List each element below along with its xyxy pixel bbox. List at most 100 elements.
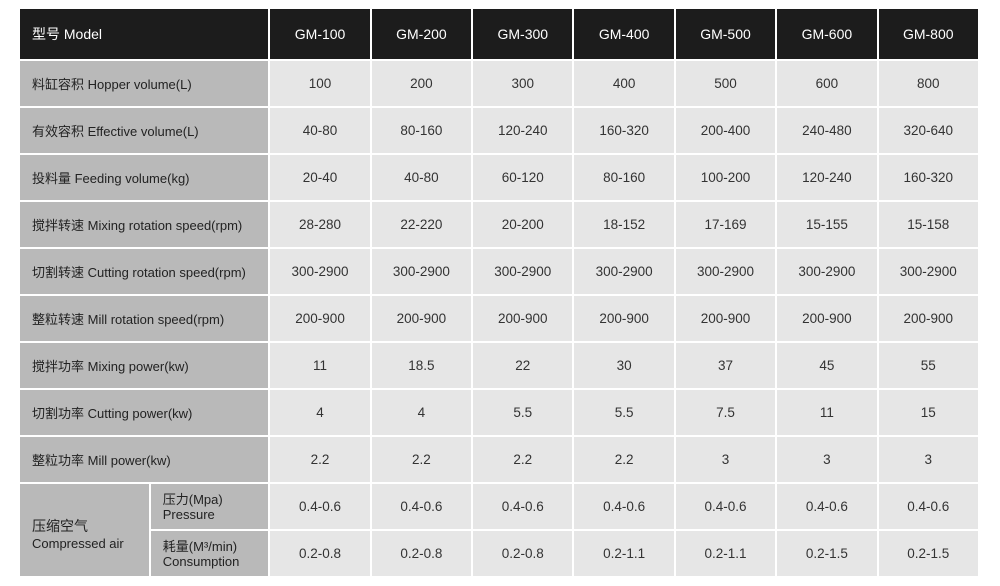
model-header: GM-500: [675, 9, 776, 59]
table-cell: 120-240: [473, 108, 573, 153]
table-cell: 18.5: [371, 343, 472, 388]
table-cell: 37: [675, 343, 776, 388]
table-cell: 300-2900: [777, 249, 877, 294]
table-cell: 0.2-0.8: [371, 531, 472, 576]
table-cell: 7.5: [675, 390, 776, 435]
table-row: 有效容积 Effective volume(L) 40-80 80-160 120-2…: [20, 108, 978, 153]
table-cell: 22-220: [371, 202, 472, 247]
model-header: GM-600: [777, 9, 877, 59]
table-cell: 15: [878, 390, 978, 435]
table-cell: 5.5: [473, 390, 573, 435]
table-cell: 15-155: [777, 202, 877, 247]
table-cell: 0.4-0.6: [777, 484, 877, 529]
table-cell: 200-900: [574, 296, 674, 341]
table-row: 投料量 Feeding volume(kg) 20-40 40-80 60-120 80…: [20, 155, 978, 200]
table-cell: 100-200: [675, 155, 776, 200]
table-cell: 120-240: [777, 155, 877, 200]
table-cell: 11: [777, 390, 877, 435]
table-cell: 0.4-0.6: [371, 484, 472, 529]
pressure-label-en: Pressure: [162, 506, 215, 522]
table-cell: 0.2-0.8: [473, 531, 573, 576]
compressed-air-label-zh: 压缩空气: [32, 517, 88, 534]
table-cell: 55: [878, 343, 978, 388]
consumption-label-zh: 耗量(M³/min): [162, 538, 238, 554]
table-cell: 300-2900: [270, 249, 370, 294]
model-header: GM-400: [574, 9, 674, 59]
table-cell: 200-900: [878, 296, 978, 341]
pressure-label-zh: 压力(Mpa): [162, 491, 223, 507]
table-row: 搅拌转速 Mixing rotation speed(rpm) 28-280 22-…: [20, 202, 978, 247]
table-cell: 3: [777, 437, 877, 482]
table-row-pressure: 压缩空气 Compressed air 压力(Mpa) Pressure 0.4…: [20, 484, 978, 576]
table-cell: 18-152: [574, 202, 674, 247]
table-cell: 22: [473, 343, 573, 388]
table-cell: 200-900: [371, 296, 472, 341]
row-label: 整粒转速 Mill rotation speed(rpm): [20, 296, 269, 341]
row-label: 切割转速 Cutting rotation speed(rpm): [20, 249, 269, 294]
table-row: 整粒功率 Mill power(kw) 2.2 2.2 2.2 2.2 3 3 3: [20, 437, 978, 482]
table-cell: 45: [777, 343, 877, 388]
table-cell: 200-400: [675, 108, 776, 153]
table-cell: 80-160: [371, 108, 472, 153]
table-cell: 0.2-0.8: [270, 531, 370, 576]
table-cell: 160-320: [878, 155, 978, 200]
table-cell: 200: [371, 61, 472, 106]
table-cell: 40-80: [371, 155, 472, 200]
table-cell: 0.4-0.6: [473, 484, 573, 529]
table-cell: 600: [777, 61, 877, 106]
table-row: 搅拌功率 Mixing power(kw) 11 18.5 22 30 37 45 55: [20, 343, 978, 388]
spec-table: 型号 Model GM-100 GM-200 GM-300 GM-400 GM-…: [18, 7, 980, 578]
table-cell: 0.4-0.6: [270, 484, 370, 529]
row-label: 切割功率 Cutting power(kw): [20, 390, 269, 435]
table-cell: 4: [371, 390, 472, 435]
table-cell: 300-2900: [574, 249, 674, 294]
compressed-air-label-en: Compressed air: [32, 535, 124, 551]
table-cell: 3: [878, 437, 978, 482]
table-cell: 200-900: [270, 296, 370, 341]
table-cell: 0.2-1.5: [777, 531, 877, 576]
table-row: 整粒转速 Mill rotation speed(rpm) 200-900 200-…: [20, 296, 978, 341]
header-row: 型号 Model GM-100 GM-200 GM-300 GM-400 GM-…: [20, 9, 978, 59]
table-cell: 300-2900: [371, 249, 472, 294]
row-label: 投料量 Feeding volume(kg): [20, 155, 269, 200]
row-label: 整粒功率 Mill power(kw): [20, 437, 269, 482]
pressure-label: 压力(Mpa) Pressure: [150, 484, 269, 529]
model-header: GM-100: [270, 9, 370, 59]
table-row-consumption: 耗量(M³/min) Consumption 0.2-0.8 0.2-0.8 0…: [20, 531, 978, 576]
table-cell: 800: [878, 61, 978, 106]
table-cell: 0.2-1.1: [574, 531, 674, 576]
table-cell: 0.2-1.1: [675, 531, 776, 576]
table-row: 切割转速 Cutting rotation speed(rpm) 300-2900…: [20, 249, 978, 294]
table-cell: 0.4-0.6: [574, 484, 674, 529]
table-cell: 2.2: [574, 437, 674, 482]
table-cell: 320-640: [878, 108, 978, 153]
table-cell: 300-2900: [473, 249, 573, 294]
table-cell: 15-158: [878, 202, 978, 247]
table-cell: 5.5: [574, 390, 674, 435]
table-cell: 40-80: [270, 108, 370, 153]
table-cell: 20-200: [473, 202, 573, 247]
table-cell: 0.2-1.5: [878, 531, 978, 576]
table-cell: 80-160: [574, 155, 674, 200]
model-header: GM-200: [371, 9, 472, 59]
table-cell: 3: [675, 437, 776, 482]
row-label: 搅拌功率 Mixing power(kw): [20, 343, 269, 388]
model-header: GM-300: [473, 9, 573, 59]
table-cell: 200-900: [675, 296, 776, 341]
table-cell: 60-120: [473, 155, 573, 200]
table-cell: 200-900: [473, 296, 573, 341]
table-cell: 200-900: [777, 296, 877, 341]
table-cell: 2.2: [270, 437, 370, 482]
compressed-air-label: 压缩空气 Compressed air: [20, 484, 149, 576]
table-row: 料缸容积 Hopper volume(L) 100 200 300 400 500 600 8…: [20, 61, 978, 106]
table-cell: 500: [675, 61, 776, 106]
table-cell: 4: [270, 390, 370, 435]
table-cell: 0.4-0.6: [675, 484, 776, 529]
table-cell: 100: [270, 61, 370, 106]
consumption-label-en: Consumption: [162, 553, 240, 569]
table-cell: 0.4-0.6: [878, 484, 978, 529]
row-label: 搅拌转速 Mixing rotation speed(rpm): [20, 202, 269, 247]
table-cell: 20-40: [270, 155, 370, 200]
table-cell: 300: [473, 61, 573, 106]
row-label: 有效容积 Effective volume(L): [20, 108, 269, 153]
